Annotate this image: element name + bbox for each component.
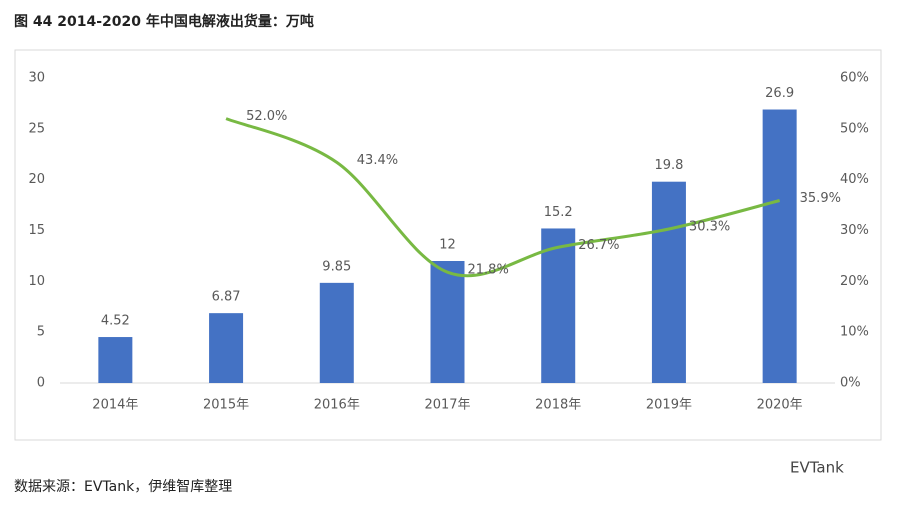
bar <box>651 181 686 383</box>
x-tick-label: 2018年 <box>535 398 581 413</box>
line-value-label: 26.7% <box>578 238 619 253</box>
bar <box>762 109 797 384</box>
bar <box>209 313 244 383</box>
y-tick-label: 30 <box>28 71 45 86</box>
x-tick-label: 2014年 <box>92 398 138 413</box>
y2-tick-label: 40% <box>840 172 869 187</box>
y2-tick-label: 50% <box>840 121 869 136</box>
y2-tick-label: 60% <box>840 71 869 86</box>
bar-value-label: 12 <box>439 238 456 253</box>
bar-value-label: 9.85 <box>322 259 351 274</box>
bar <box>319 282 354 383</box>
bar-value-label: 4.52 <box>101 314 130 329</box>
y-tick-label: 20 <box>28 172 45 187</box>
x-tick-label: 2020年 <box>757 398 803 413</box>
bar-value-label: 6.87 <box>212 290 241 305</box>
y-tick-label: 25 <box>28 121 45 136</box>
line-value-label: 35.9% <box>800 191 841 206</box>
y-tick-label: 0 <box>37 376 45 391</box>
bar <box>430 261 465 383</box>
source-note: 数据来源：EVTank，伊维智库整理 <box>14 479 232 495</box>
y-tick-label: 5 <box>37 325 45 340</box>
x-tick-label: 2019年 <box>646 398 692 413</box>
bar-value-label: 26.9 <box>765 86 794 101</box>
y2-tick-label: 30% <box>840 223 869 238</box>
y-tick-label: 10 <box>28 274 45 289</box>
x-tick-label: 2016年 <box>314 398 360 413</box>
x-tick-label: 2015年 <box>203 398 249 413</box>
x-tick-label: 2017年 <box>424 398 470 413</box>
bar <box>98 337 133 383</box>
chart-title: 图 44 2014-2020 年中国电解液出货量：万吨 <box>14 13 314 30</box>
y-tick-label: 15 <box>28 223 45 238</box>
line-value-label: 21.8% <box>468 263 509 278</box>
line-value-label: 30.3% <box>689 219 730 234</box>
line <box>225 117 781 278</box>
y2-tick-label: 20% <box>840 274 869 289</box>
bar <box>541 228 576 383</box>
y2-tick-label: 0% <box>840 376 861 391</box>
line-value-label: 52.0% <box>246 109 287 124</box>
line-value-label: 43.4% <box>357 153 398 168</box>
bar-value-label: 19.8 <box>654 158 683 173</box>
y2-tick-label: 10% <box>840 325 869 340</box>
brand-label: EVTank <box>790 459 844 477</box>
bar-value-label: 15.2 <box>544 205 573 220</box>
